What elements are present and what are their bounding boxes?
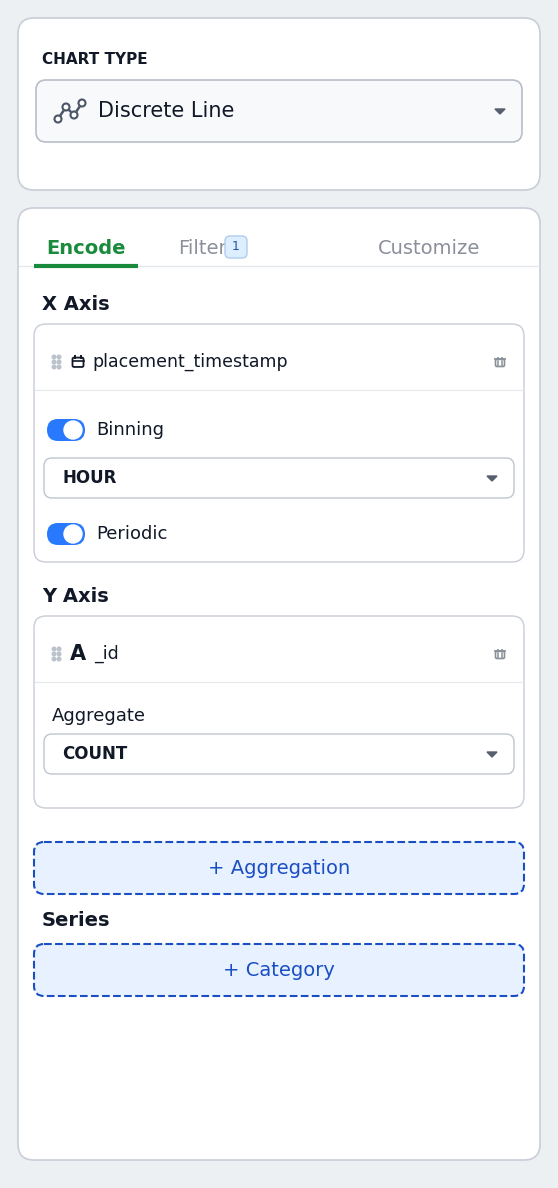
FancyBboxPatch shape <box>225 236 247 258</box>
Circle shape <box>64 421 82 440</box>
FancyBboxPatch shape <box>18 18 540 190</box>
Text: A: A <box>70 644 86 664</box>
Circle shape <box>57 355 61 359</box>
Circle shape <box>57 360 61 364</box>
FancyBboxPatch shape <box>34 944 524 996</box>
FancyBboxPatch shape <box>47 523 85 545</box>
Text: X Axis: X Axis <box>42 295 109 314</box>
Text: Y Axis: Y Axis <box>42 587 109 606</box>
Text: Periodic: Periodic <box>96 525 167 543</box>
Text: Aggregate: Aggregate <box>52 707 146 725</box>
FancyBboxPatch shape <box>36 80 522 143</box>
Text: placement_timestamp: placement_timestamp <box>92 353 287 371</box>
Text: + Category: + Category <box>223 961 335 979</box>
Circle shape <box>57 365 61 368</box>
Text: Encode: Encode <box>46 239 126 258</box>
Circle shape <box>57 652 61 656</box>
Text: Filter: Filter <box>178 239 227 258</box>
Circle shape <box>52 360 56 364</box>
FancyBboxPatch shape <box>47 419 85 441</box>
Circle shape <box>57 647 61 651</box>
Circle shape <box>64 525 82 543</box>
Text: _id: _id <box>94 645 119 663</box>
Text: COUNT: COUNT <box>62 745 127 763</box>
Polygon shape <box>487 476 497 481</box>
Circle shape <box>79 100 85 107</box>
Text: Series: Series <box>42 910 110 929</box>
Circle shape <box>55 115 61 122</box>
Text: Binning: Binning <box>96 421 164 440</box>
Text: 1: 1 <box>232 240 240 253</box>
Circle shape <box>52 647 56 651</box>
Text: HOUR: HOUR <box>62 469 117 487</box>
Text: Discrete Line: Discrete Line <box>98 101 234 121</box>
Circle shape <box>52 657 56 661</box>
Circle shape <box>57 657 61 661</box>
Circle shape <box>70 112 78 119</box>
Circle shape <box>62 103 70 110</box>
FancyBboxPatch shape <box>34 617 524 808</box>
Circle shape <box>52 652 56 656</box>
Circle shape <box>52 365 56 368</box>
Polygon shape <box>487 752 497 757</box>
FancyBboxPatch shape <box>34 842 524 895</box>
FancyBboxPatch shape <box>34 324 524 562</box>
Polygon shape <box>495 109 505 114</box>
FancyBboxPatch shape <box>44 459 514 498</box>
Circle shape <box>52 355 56 359</box>
FancyBboxPatch shape <box>18 208 540 1159</box>
FancyBboxPatch shape <box>44 734 514 775</box>
Text: CHART TYPE: CHART TYPE <box>42 52 148 68</box>
Text: Customize: Customize <box>378 239 480 258</box>
Text: + Aggregation: + Aggregation <box>208 859 350 878</box>
